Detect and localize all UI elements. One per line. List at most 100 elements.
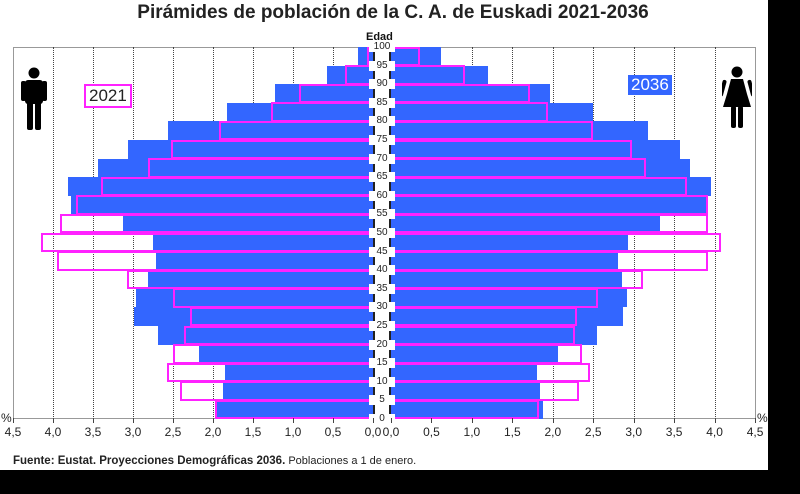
x-tick-label-right: 1,5 <box>504 425 521 439</box>
bar-female-2036 <box>391 363 537 382</box>
bar-female-2021 <box>389 120 594 141</box>
age-tick-label: 80 <box>369 116 395 127</box>
bar-male-2021 <box>173 344 375 364</box>
age-tick-label: 60 <box>369 190 395 201</box>
age-tick-label: 35 <box>369 283 395 294</box>
age-tick-label: 70 <box>369 153 395 164</box>
legend-2036: 2036 <box>628 75 672 95</box>
bar-male-2036 <box>70 195 373 215</box>
x-tick <box>13 418 14 423</box>
bar-female-2021 <box>389 344 582 364</box>
bar-female-2021 <box>389 195 709 215</box>
bar-male-2021 <box>60 213 375 234</box>
bar-male-2021 <box>101 176 375 197</box>
bar-male-2036 <box>148 270 373 289</box>
bar-male-2021 <box>214 399 375 420</box>
x-tick-label-left: 0,0 <box>364 425 382 439</box>
bar-female-2021 <box>389 251 709 271</box>
woman-icon <box>722 66 752 128</box>
bar-female-2036 <box>391 233 629 252</box>
x-tick-label-left: 1,0 <box>284 425 302 439</box>
age-tick-label: 75 <box>369 135 395 145</box>
chart-canvas: Pirámides de población de la C. A. de Eu… <box>0 0 768 470</box>
x-tick <box>53 418 54 423</box>
age-tick-label: 95 <box>369 60 395 71</box>
bar-male-2021 <box>184 325 375 346</box>
bar-male-2036 <box>198 344 373 364</box>
age-tick-label: 20 <box>369 339 395 350</box>
bar-female-2021 <box>389 306 578 327</box>
age-tick-label: 100 <box>369 42 395 52</box>
age-tick-label: 85 <box>369 97 395 108</box>
bar-male-2021 <box>76 195 375 215</box>
x-tick-label-left: 3,0 <box>124 425 142 439</box>
x-tick-label-right: 2,0 <box>544 425 562 439</box>
bar-male-2036 <box>326 65 373 85</box>
bar-female-2036 <box>391 140 680 159</box>
bar-male-2021 <box>189 306 375 327</box>
x-tick <box>552 418 554 423</box>
bar-male-2036 <box>156 251 373 271</box>
x-tick-label-left: 4,5 <box>4 425 22 439</box>
bar-male-2036 <box>225 363 373 382</box>
x-tick-label-left: 2,0 <box>204 425 222 439</box>
bar-male-2036 <box>68 177 373 196</box>
x-tick-label-right: 0,5 <box>423 425 440 439</box>
x-tick <box>512 418 514 423</box>
x-tick <box>293 418 294 423</box>
x-tick-label-left: 4,0 <box>44 425 62 439</box>
legend-2021: 2021 <box>84 84 132 108</box>
x-tick-label-right: 3,0 <box>625 425 643 439</box>
bar-female-2036 <box>391 102 594 122</box>
bar-male-2021 <box>218 120 375 141</box>
bar-female-2036 <box>391 270 623 289</box>
bar-male-2036 <box>226 102 373 122</box>
x-tick <box>633 418 635 423</box>
age-tick-label: 90 <box>369 79 395 90</box>
bar-male-2036 <box>153 233 373 252</box>
age-tick-label: 50 <box>369 228 395 238</box>
bar-female-2036 <box>391 47 442 66</box>
bar-female-2036 <box>391 195 709 215</box>
chart-title: Pirámides de población de la C. A. de Eu… <box>137 2 649 23</box>
source-bold: Fuente: Eustat. Proyecciones Demográfica… <box>13 455 286 467</box>
bar-female-2036 <box>391 121 649 140</box>
bar-female-2036 <box>391 326 598 345</box>
age-tick-label: 5 <box>369 395 395 406</box>
age-tick-label: 45 <box>369 246 395 257</box>
x-tick-label-left: 2,5 <box>164 425 182 439</box>
bar-female-2021 <box>389 232 722 253</box>
bar-male-2021 <box>270 102 375 122</box>
bar-female-2036 <box>391 288 628 308</box>
x-tick-label-right: 2,5 <box>584 425 602 439</box>
bar-female-2036 <box>391 251 619 271</box>
x-tick <box>213 418 214 423</box>
bar-female-2036 <box>391 344 558 364</box>
bar-female-2036 <box>391 400 544 419</box>
bar-male-2021 <box>173 288 375 308</box>
bar-female-2036 <box>391 214 661 233</box>
age-tick-label: 65 <box>369 172 395 183</box>
x-tick <box>253 418 254 423</box>
bar-male-2036 <box>157 326 373 345</box>
x-tick <box>431 418 433 423</box>
pct-label-right: % <box>757 411 768 425</box>
age-tick-label: 30 <box>369 302 395 313</box>
bar-female-2036 <box>391 307 624 326</box>
bar-female-2021 <box>389 65 465 85</box>
bar-female-2021 <box>389 139 633 160</box>
bar-male-2021 <box>170 139 375 160</box>
age-tick-label: 25 <box>369 321 395 331</box>
x-tick <box>373 418 374 423</box>
bar-female-2021 <box>389 288 599 308</box>
source-note: Fuente: Eustat. Proyecciones Demográfica… <box>13 455 416 467</box>
age-axis-label: Edad <box>366 31 393 43</box>
bar-female-2021 <box>389 213 709 234</box>
bar-male-2036 <box>217 400 373 419</box>
bar-male-2021 <box>126 269 375 290</box>
bar-female-2036 <box>391 177 712 196</box>
x-tick <box>593 418 595 423</box>
x-tick-label-right: 1,0 <box>463 425 481 439</box>
bar-female-2036 <box>391 381 540 401</box>
bar-male-2036 <box>222 381 373 401</box>
